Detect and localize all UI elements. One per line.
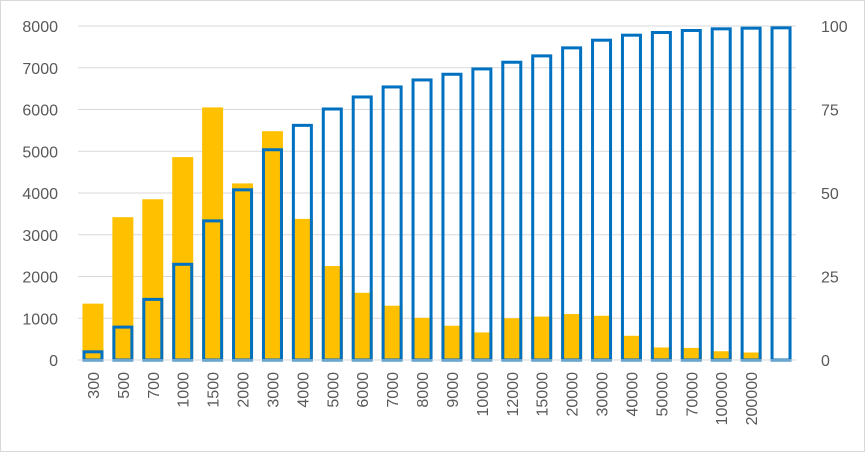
right-series-bar <box>501 60 523 362</box>
left-series-bar <box>561 314 583 360</box>
left-series-bar <box>202 107 224 360</box>
x-tick-label: 1000 <box>176 372 193 408</box>
gridlines <box>78 25 796 361</box>
left-series-bar <box>172 157 194 360</box>
left-y-tick-label: 0 <box>49 353 58 370</box>
left-series-bar <box>680 347 702 360</box>
x-tick-label: 70000 <box>684 372 701 417</box>
left-axis-bars <box>82 107 762 360</box>
right-series-bar <box>620 33 642 362</box>
right-series-bar <box>710 27 732 362</box>
left-series-bar <box>411 317 433 360</box>
right-series-bar <box>680 29 702 362</box>
right-series-bar <box>531 54 553 362</box>
left-y-tick-label: 6000 <box>22 103 58 120</box>
x-tick-label: 30000 <box>595 372 612 417</box>
right-series-bar <box>650 31 672 362</box>
left-series-bar <box>501 318 523 360</box>
x-tick-label: 5000 <box>325 372 342 408</box>
left-y-tick-label: 5000 <box>22 144 58 161</box>
x-tick-label: 4000 <box>295 372 312 408</box>
left-y-tick-label: 2000 <box>22 270 58 287</box>
left-y-tick-label: 1000 <box>22 311 58 328</box>
right-y-axis: 0 25 50 75 100 <box>821 19 848 370</box>
left-y-tick-label: 7000 <box>22 61 58 78</box>
right-series-bar <box>591 38 613 362</box>
x-tick-label: 6000 <box>355 372 372 408</box>
x-tick-label: 40000 <box>624 372 641 417</box>
x-tick-label: 20000 <box>565 372 582 417</box>
left-series-bar <box>351 292 373 360</box>
right-series-bar <box>471 67 493 362</box>
right-y-tick-label: 75 <box>821 103 839 120</box>
x-tick-label: 200000 <box>744 372 761 425</box>
left-series-bar <box>321 266 343 360</box>
left-y-tick-label: 8000 <box>22 19 58 36</box>
left-y-axis: 0 1000 2000 3000 4000 5000 6000 7000 8000 <box>22 19 58 370</box>
x-tick-label: 8000 <box>415 372 432 408</box>
right-y-tick-label: 100 <box>821 19 848 36</box>
x-tick-label: 500 <box>116 372 133 399</box>
left-series-bar <box>471 332 493 360</box>
right-y-tick-label: 0 <box>821 353 830 370</box>
x-tick-label: 7000 <box>385 372 402 408</box>
left-series-bar <box>620 335 642 360</box>
x-tick-label: 50000 <box>654 372 671 417</box>
left-series-bar <box>291 218 313 360</box>
left-series-bar <box>82 303 104 360</box>
right-series-bar <box>770 26 792 362</box>
left-series-bar <box>710 351 732 360</box>
x-tick-label: 300 <box>86 372 103 399</box>
left-y-tick-label: 3000 <box>22 228 58 245</box>
left-series-bar <box>261 131 283 360</box>
left-series-bar <box>441 325 463 360</box>
right-y-tick-label: 50 <box>821 186 839 203</box>
left-series-bar <box>591 315 613 360</box>
x-tick-label: 10000 <box>475 372 492 417</box>
x-tick-label: 700 <box>146 372 163 399</box>
x-tick-label: 100000 <box>714 372 731 425</box>
x-tick-label: 1500 <box>206 372 223 408</box>
left-series-bar <box>112 217 134 360</box>
left-series-bar <box>740 352 762 360</box>
x-tick-label: 9000 <box>445 372 462 408</box>
left-series-bar <box>142 199 164 360</box>
right-y-tick-label: 25 <box>821 270 839 287</box>
right-series-bar <box>740 26 762 362</box>
left-series-bar <box>381 305 403 360</box>
x-axis: 300 500 700 1000 1500 2000 3000 4000 5000 6000 700… <box>78 359 796 425</box>
right-series-bar <box>561 46 583 362</box>
left-series-bar <box>650 347 672 360</box>
left-y-tick-label: 4000 <box>22 186 58 203</box>
right-series-bar <box>441 72 463 362</box>
x-tick-label: 12000 <box>505 372 522 417</box>
left-series-bar <box>531 316 553 360</box>
x-tick-label: 15000 <box>535 372 552 417</box>
x-tick-label: 3000 <box>265 372 282 408</box>
left-series-bar <box>232 183 254 360</box>
x-tick-label: 2000 <box>236 372 253 408</box>
